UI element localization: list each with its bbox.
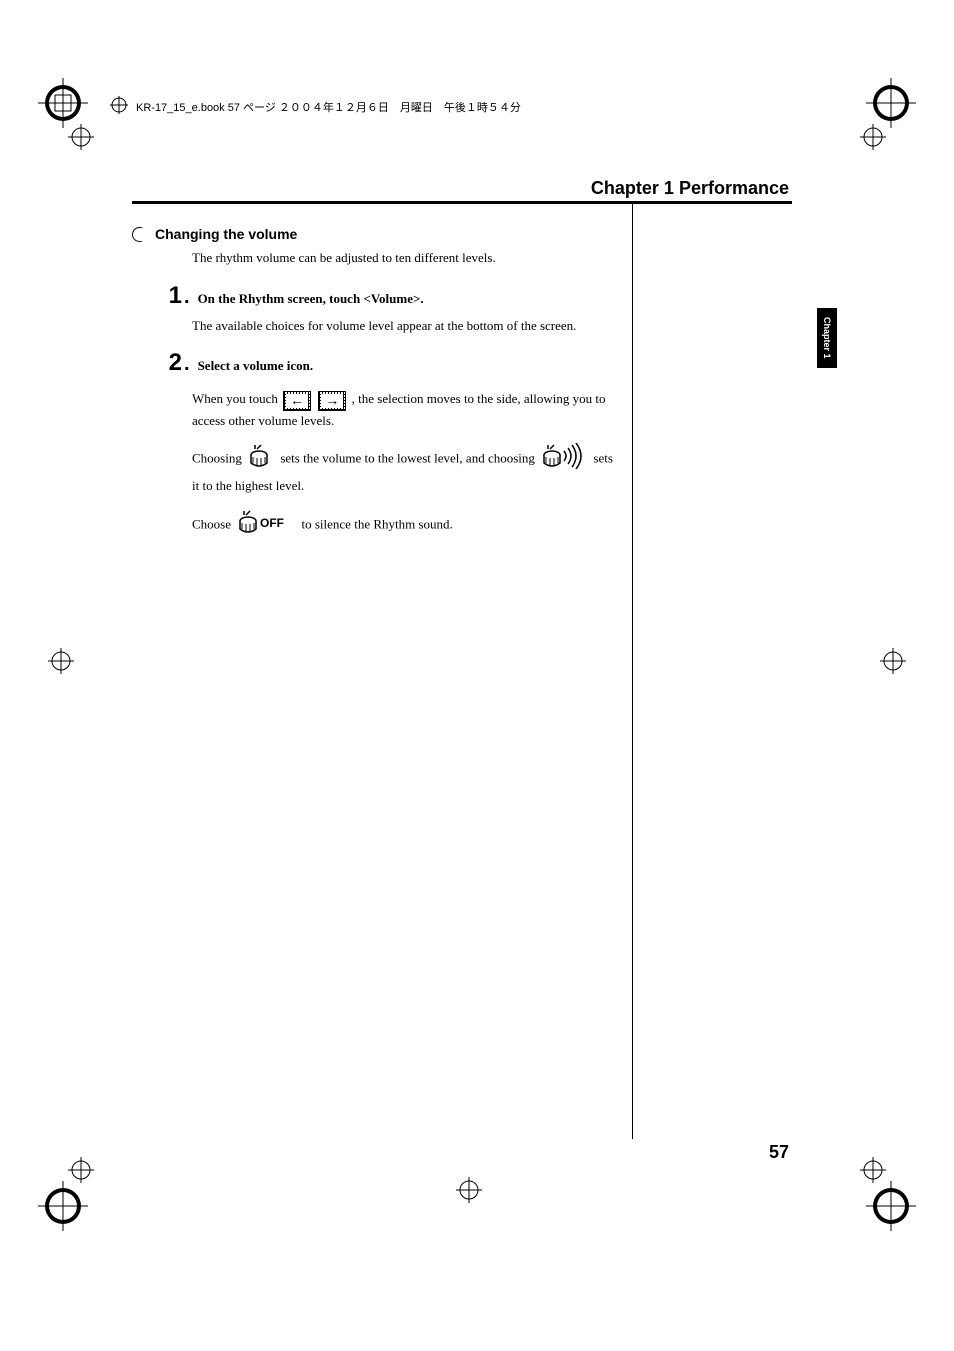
drum-high-volume-icon (542, 443, 586, 476)
content-region: Changing the volume The rhythm volume ca… (132, 218, 622, 542)
chapter-side-tab: Chapter 1 (817, 308, 837, 368)
step-number: 2 (148, 349, 182, 377)
step-2: 2 . Select a volume icon. (132, 349, 622, 377)
reg-crosshair-bot-center (456, 1177, 482, 1203)
title-underline (132, 201, 792, 204)
drum-low-volume-icon (249, 443, 273, 476)
section-heading: Changing the volume (132, 226, 622, 242)
p1a: When you touch (192, 391, 281, 406)
reg-crosshair-bot-right (860, 1157, 886, 1183)
section-heading-text: Changing the volume (155, 226, 297, 242)
p3b: to silence the Rhythm sound. (302, 516, 453, 531)
step-2-para-3: Choose OFF to silence the Rhythm sound. (192, 509, 622, 542)
bullet-icon (132, 227, 147, 242)
step-2-text: Select a volume icon. (198, 358, 314, 374)
step-2-para-1: When you touch ← → , the selection moves… (192, 389, 622, 431)
reg-crosshair-mid-left (48, 648, 74, 674)
reg-crosshair-top-right (860, 124, 886, 150)
arrow-right-button-icon: → (318, 390, 346, 411)
arrow-left-button-icon: ← (283, 390, 311, 411)
step-2-para-2: Choosing sets the volume to the lowest l… (192, 443, 622, 497)
reg-crosshair-bot-left (68, 1157, 94, 1183)
print-header-text: KR-17_15_e.book 57 ページ ２００４年１２月６日 月曜日 午後… (136, 99, 521, 115)
page-number: 57 (769, 1142, 789, 1163)
intro-text: The rhythm volume can be adjusted to ten… (192, 248, 622, 268)
header-reg-icon (110, 96, 128, 117)
step-dot: . (184, 353, 190, 376)
reg-crosshair-top-left (68, 124, 94, 150)
p3a: Choose (192, 516, 234, 531)
p2b: sets the volume to the lowest level, and… (280, 451, 538, 466)
p2a: Choosing (192, 451, 245, 466)
step-dot: . (184, 286, 190, 309)
step-1-after: The available choices for volume level a… (192, 316, 622, 336)
chapter-title: Chapter 1 Performance (591, 178, 789, 199)
reg-crosshair-mid-right (880, 648, 906, 674)
step-1-text: On the Rhythm screen, touch <Volume>. (198, 291, 424, 307)
step-number: 1 (148, 282, 182, 310)
print-header: KR-17_15_e.book 57 ページ ２００４年１２月６日 月曜日 午後… (110, 96, 521, 117)
svg-text:OFF: OFF (260, 516, 284, 530)
column-divider (632, 204, 633, 1139)
step-1: 1 . On the Rhythm screen, touch <Volume>… (132, 282, 622, 310)
drum-off-icon: OFF (238, 509, 294, 542)
page: KR-17_15_e.book 57 ページ ２００４年１２月６日 月曜日 午後… (0, 0, 954, 1351)
